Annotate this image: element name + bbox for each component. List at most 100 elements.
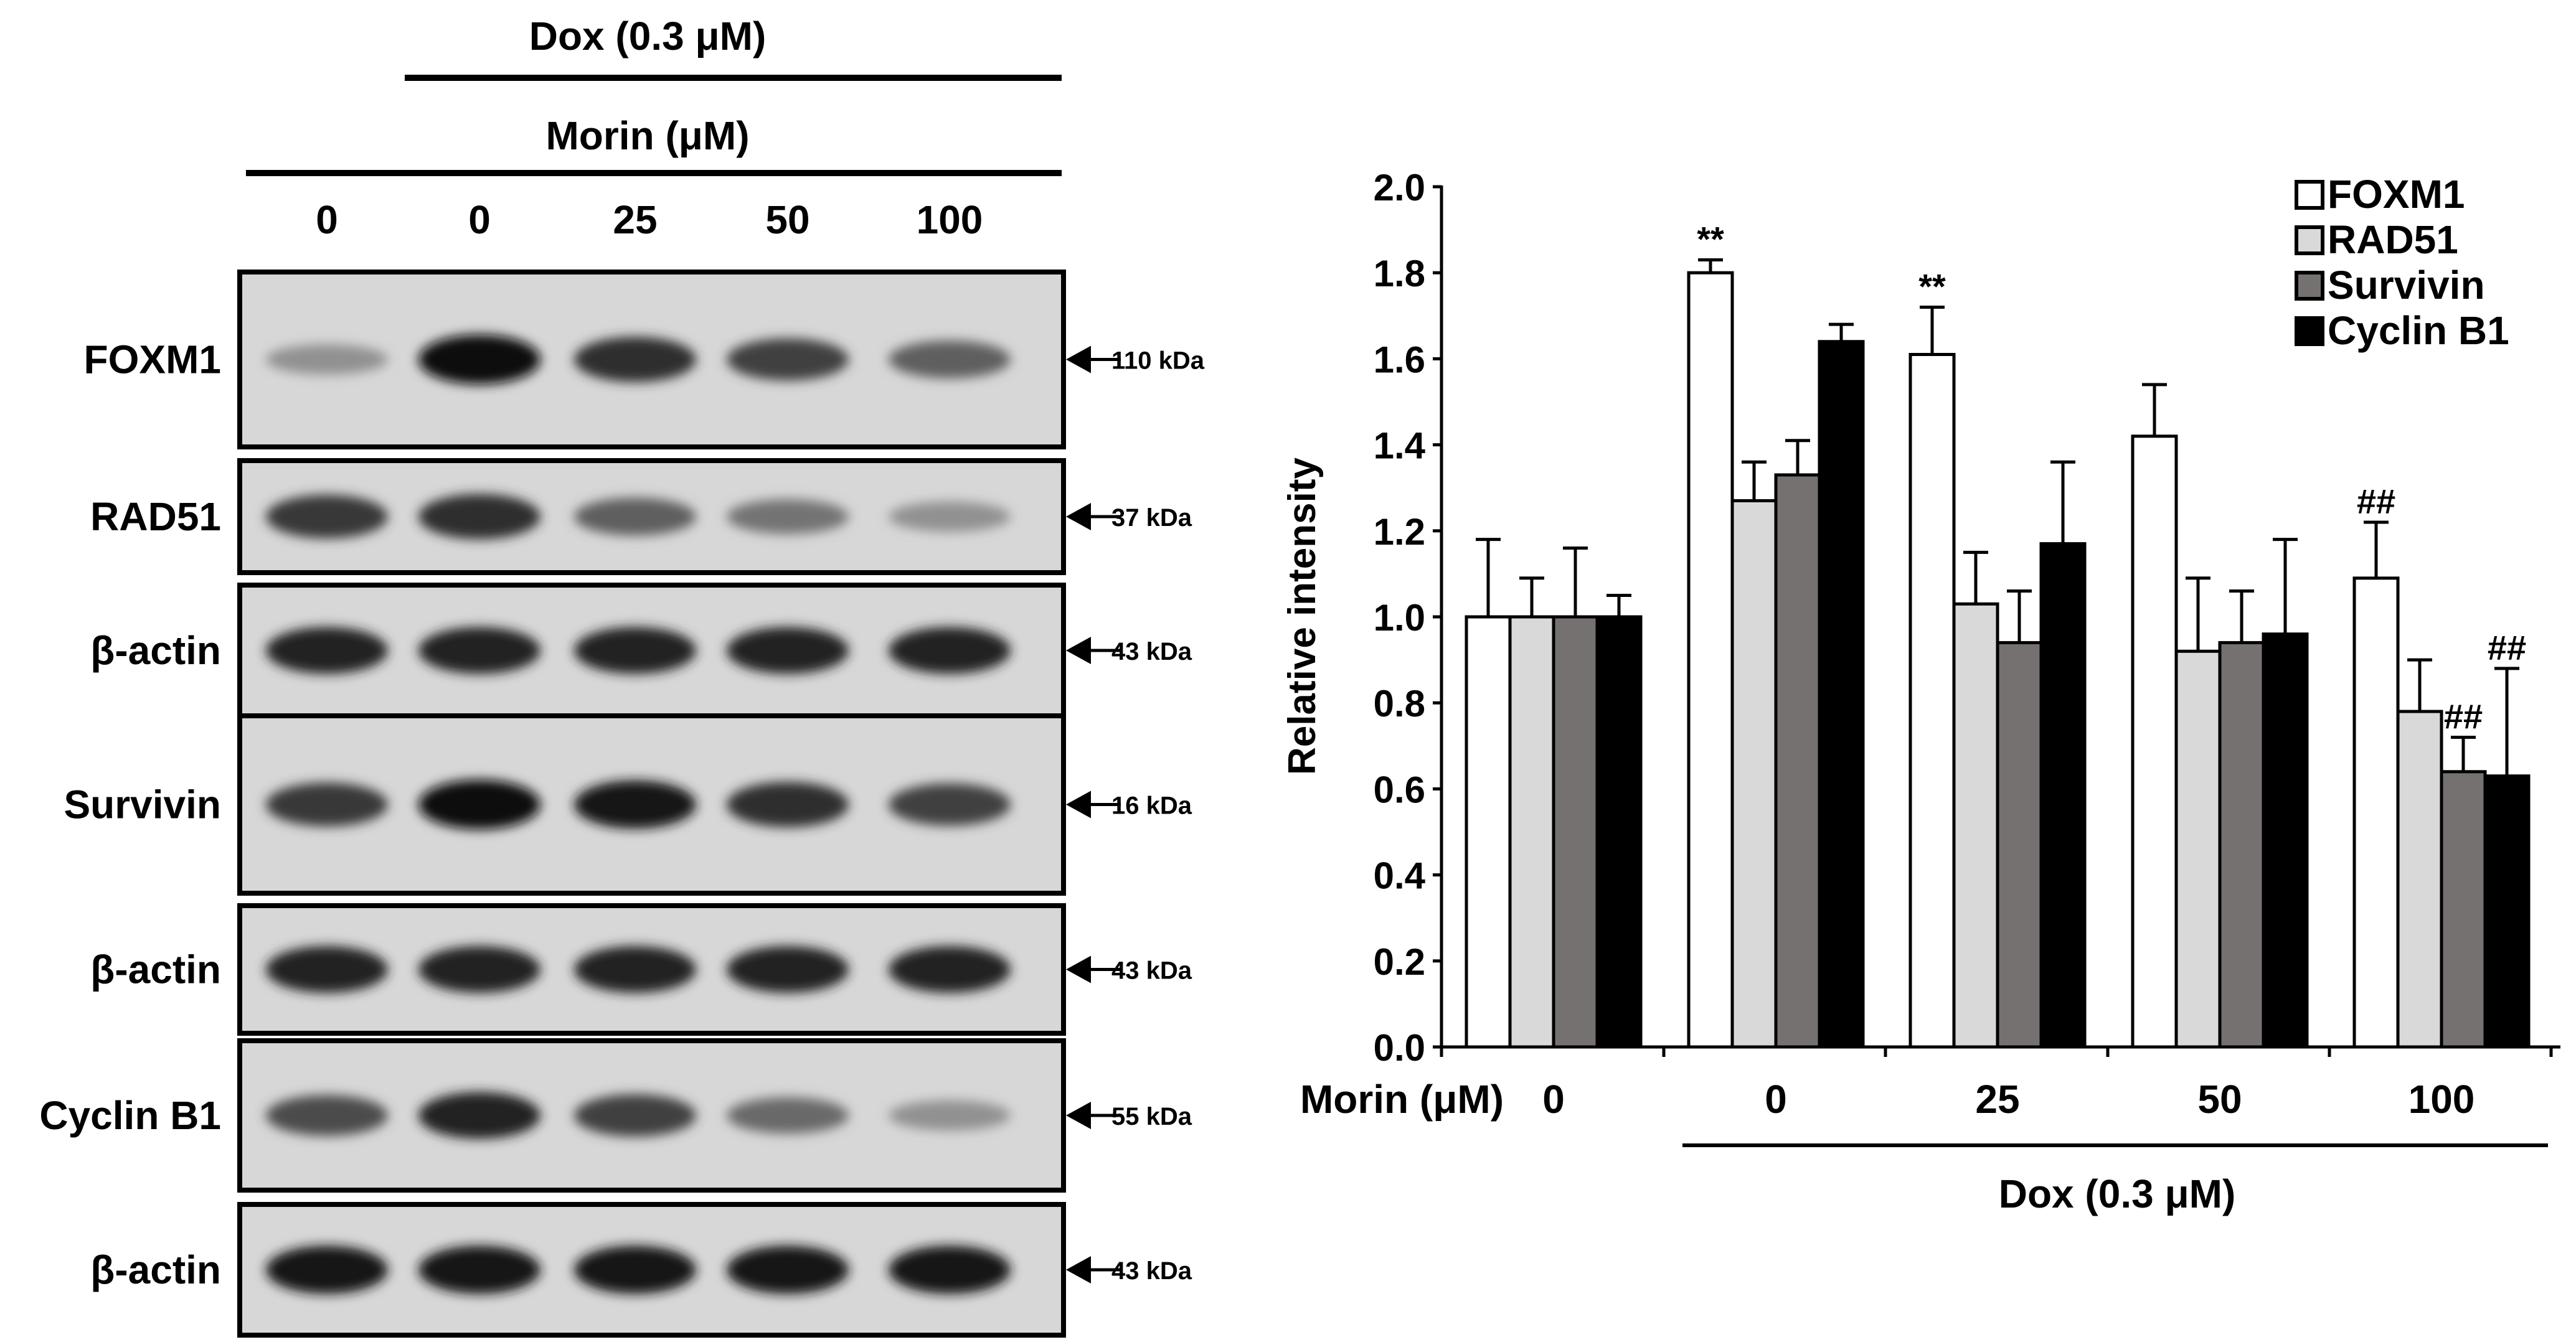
blot-band [266,494,388,539]
marker-arrow-icon [1066,1102,1091,1129]
bar [1730,499,1778,1049]
blot-lane-label: 100 [917,197,983,242]
blot-band [889,1246,1011,1294]
blot-protein-label: Survivin [64,782,221,827]
blot-protein-label: β-actin [90,947,221,992]
blot-lane-label: 0 [316,197,338,242]
blot-protein-label: β-actin [90,1247,221,1292]
blot-band [727,338,849,381]
bar [1952,602,1999,1049]
molecular-weight-marker: 43 kDa [1111,1257,1192,1285]
bar [2218,640,2265,1049]
blot-band [418,1092,540,1139]
molecular-weight-marker: 43 kDa [1111,957,1192,985]
blot-lane-label: 50 [765,197,809,242]
blot-protein-label: FOXM1 [84,337,221,382]
x-axis-label: Morin (μM) [1300,1077,1504,1122]
significance-mark: ** [1697,219,1724,258]
bar [2440,770,2487,1049]
blot-panel: β-actin 43 kDa [90,583,1192,718]
blot-panel: β-actin 43 kDa [90,903,1192,1036]
blot-lane-label: 25 [613,197,657,242]
blot-band [727,499,849,534]
y-tick-label: 0.2 [1374,941,1425,983]
blot-band [727,627,849,674]
bar [1552,615,1599,1049]
legend-swatch [2295,316,2324,346]
y-tick-label: 2.0 [1374,167,1425,209]
blot-lane-labels: 0 0 25 50 100 [316,197,983,242]
blot-band [889,783,1011,826]
blot-band [727,1246,849,1294]
y-tick-label: 1.8 [1374,253,1425,294]
blot-panel: Survivin 16 kDa [64,713,1192,896]
molecular-weight-marker: 55 kDa [1111,1103,1192,1130]
y-tick-label: 1.4 [1374,425,1426,467]
marker-arrow-icon [1066,503,1091,530]
blot-panel: RAD51 37 kDa [90,458,1192,575]
blot-band [266,1095,388,1136]
blot-lane-label: 0 [468,197,491,242]
bar [1508,615,1555,1049]
legend-swatch [2295,225,2324,255]
blot-band [266,627,388,674]
y-tick-label: 0.6 [1374,769,1425,810]
blot-band [266,782,388,827]
marker-arrow-icon [1066,1256,1091,1283]
x-category-label: 0 [1542,1077,1565,1122]
bar [1595,615,1643,1049]
blot-band [727,946,849,993]
blot-band [574,780,696,829]
significance-annotations: ****###### [1697,219,2526,736]
bar [2483,774,2531,1049]
blot-band [727,1097,849,1134]
legend-swatch [2295,180,2324,210]
blot-morin-header: Morin (μM) [545,113,749,158]
marker-arrow-icon [1066,791,1091,819]
blot-band [418,627,540,674]
x-category-label: 50 [2197,1077,2242,1122]
blot-band [266,946,388,993]
blot-band [266,1246,388,1294]
y-axis-ticks: 0.0 0.2 0.4 0.6 0.8 1.0 1.2 1.4 1.6 1.8 2.0 [1374,167,1441,1069]
bar [1908,352,1956,1049]
blot-band [574,497,696,536]
blot-panels: FOXM1 110 kDa RAD51 37 kDa β-actin 43 kDa Surv… [39,270,1205,1338]
bar [2039,542,2087,1049]
x-category-labels: 0 0 25 50 100 [1542,1077,2475,1122]
marker-arrow-icon [1066,345,1091,373]
significance-mark: ## [2444,697,2483,736]
x-category-label: 100 [2409,1077,2475,1122]
significance-mark: ## [2357,482,2395,521]
blot-protein-label: Cyclin B1 [39,1093,221,1138]
marker-arrow-icon [1066,637,1091,664]
blot-panel: FOXM1 110 kDa [84,270,1205,449]
y-tick-label: 0.0 [1374,1027,1425,1069]
y-tick-label: 1.0 [1374,597,1425,639]
blot-band [889,946,1011,993]
blot-band [266,344,388,375]
molecular-weight-marker: 16 kDa [1111,792,1192,820]
western-blot: Dox (0.3 μM) Morin (μM) 0 0 25 50 100 FOXM1 1… [39,14,1205,1338]
blot-band [574,337,696,382]
blot-band [418,946,540,993]
blot-band [574,627,696,674]
blot-band [418,1246,540,1294]
y-tick-label: 0.4 [1374,855,1426,897]
bar [1818,340,1865,1049]
x-category-label: 25 [1975,1077,2019,1122]
blot-band [574,1094,696,1137]
blot-band [889,627,1011,674]
blot-panel: Cyclin B1 55 kDa [39,1038,1192,1193]
molecular-weight-marker: 110 kDa [1111,347,1205,375]
blot-band [889,340,1011,378]
x-axis-ticks [1440,1047,2553,1057]
blot-band [418,494,540,540]
blot-band [418,334,540,385]
blot-protein-label: β-actin [90,628,221,673]
marker-arrow-icon [1066,955,1091,983]
blot-band [574,1246,696,1294]
y-tick-label: 0.8 [1374,683,1425,725]
